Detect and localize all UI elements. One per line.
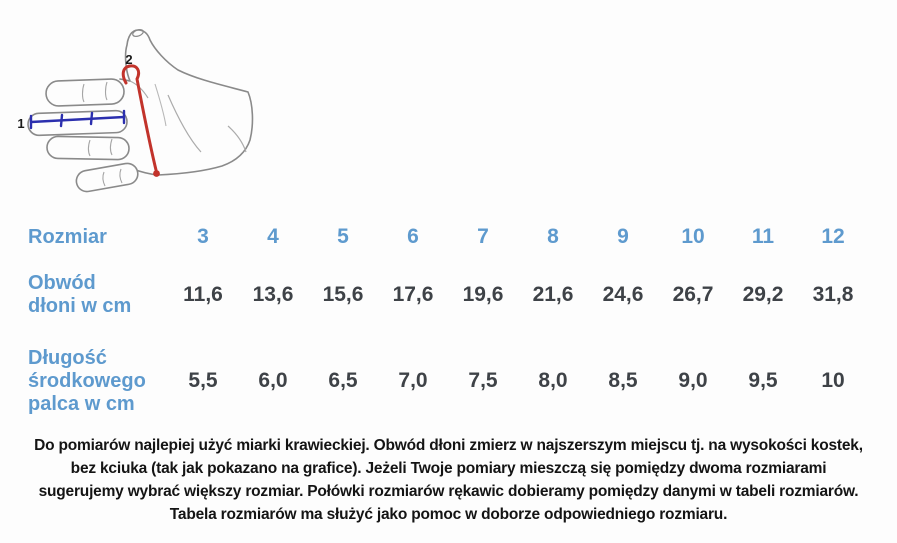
- size-column-header: 7: [477, 225, 489, 248]
- table-value: 17,6: [392, 283, 434, 306]
- palm-crease: [154, 83, 167, 127]
- palm-circumference-line: [121, 64, 158, 172]
- table-value: 8,0: [538, 369, 568, 392]
- finger-crease: [102, 171, 106, 187]
- table-header-rozmiar: Rozmiar: [28, 225, 107, 248]
- size-column-header: 6: [407, 225, 419, 248]
- measurement-instructions: Do pomiarów najlepiej użyć miarki krawie…: [0, 434, 897, 526]
- table-value: 15,6: [322, 283, 364, 306]
- table-value: 6,0: [258, 369, 288, 392]
- size-column-header: 3: [197, 225, 209, 248]
- finger-crease: [119, 168, 123, 184]
- table-value: 26,7: [672, 283, 714, 306]
- size-column-header: 11: [751, 225, 775, 248]
- table-value: 11,6: [183, 283, 223, 306]
- table-value: 5,5: [188, 369, 218, 392]
- size-column-header: 4: [267, 225, 279, 248]
- table-value: 7,0: [398, 369, 428, 392]
- table-value: 6,5: [328, 369, 358, 392]
- thumbnail-outline: [132, 29, 144, 37]
- palm-circumference-end-dot: [153, 170, 160, 177]
- size-column-header: 10: [681, 225, 705, 248]
- index-finger: [45, 78, 125, 107]
- table-value: 31,8: [812, 283, 854, 306]
- size-column-header: 8: [547, 225, 559, 248]
- table-value: 7,5: [468, 369, 498, 392]
- measure-label-1: 1: [17, 116, 24, 131]
- table-value: 9,5: [748, 369, 778, 392]
- table-value: 19,6: [462, 283, 504, 306]
- table-value: 8,5: [608, 369, 638, 392]
- table-value: 9,0: [678, 369, 708, 392]
- finger-crease: [81, 83, 85, 103]
- row-label-obwod-dloni: Obwód dłoni w cm: [28, 272, 132, 317]
- hand-measurement-figure: 1 2: [0, 0, 265, 200]
- middle-finger: [27, 109, 128, 137]
- little-finger: [75, 162, 139, 193]
- finger-length-ruler: [29, 109, 126, 130]
- palm-crease: [227, 125, 247, 153]
- instruction-line: bez kciuka (tak jak pokazano na grafice)…: [70, 460, 827, 477]
- table-value: 13,6: [252, 283, 294, 306]
- palm-crease: [167, 94, 202, 153]
- row-label-dlugosc-palca: Długość środkowego palca w cm: [28, 346, 146, 415]
- instruction-line: Tabela rozmiarów ma służyć jako pomoc w …: [169, 506, 728, 523]
- finger-crease: [109, 138, 113, 156]
- table-value: 21,6: [532, 283, 574, 306]
- finger-crease: [104, 81, 108, 101]
- hand-outline: [119, 29, 254, 176]
- finger-crease: [87, 139, 91, 157]
- measure-label-2: 2: [125, 52, 132, 67]
- instruction-line: sugerujemy wybrać większy rozmiar. Połów…: [38, 483, 859, 500]
- table-value: 24,6: [602, 283, 644, 306]
- size-column-header: 5: [337, 225, 349, 248]
- instruction-line: Do pomiarów najlepiej użyć miarki krawie…: [34, 437, 863, 454]
- size-column-header: 12: [821, 225, 845, 248]
- table-value: 10: [821, 369, 845, 392]
- size-column-header: 9: [617, 225, 629, 248]
- table-value: 29,2: [742, 283, 784, 306]
- size-table: Rozmiar 3 4 5 6 7 8 9 10 11 12 Obwód dło…: [0, 224, 897, 422]
- hand-diagram-svg: 1 2: [17, 29, 254, 193]
